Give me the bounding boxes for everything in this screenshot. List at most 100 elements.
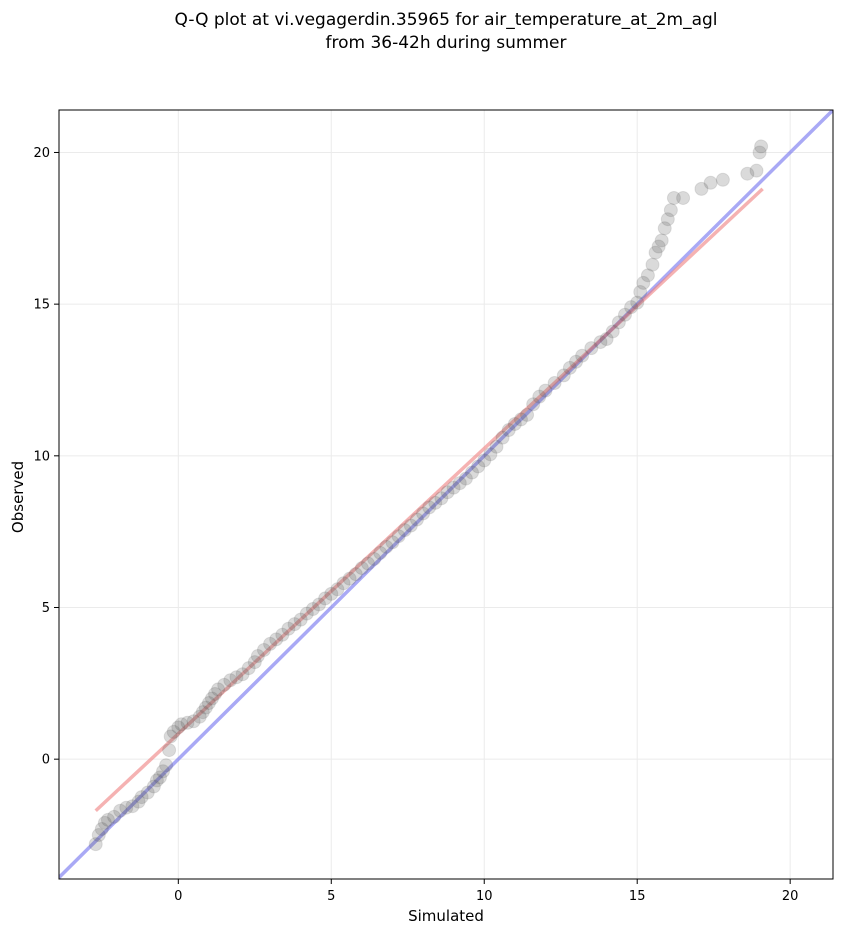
quantile-point bbox=[501, 423, 516, 438]
quantile-point bbox=[263, 636, 278, 651]
quantile-point bbox=[174, 717, 189, 732]
quantile-point bbox=[532, 389, 547, 404]
quantile-point bbox=[446, 480, 461, 495]
y-tick-label-0: 0 bbox=[42, 753, 50, 768]
quantile-point bbox=[452, 476, 467, 491]
quantile-point bbox=[113, 803, 128, 818]
quantile-point bbox=[269, 632, 284, 647]
plot-frame bbox=[58, 109, 834, 880]
quantile-point bbox=[547, 376, 562, 391]
quantile-point bbox=[152, 770, 167, 785]
y-axis-label: Observed bbox=[9, 461, 27, 533]
quantile-point bbox=[156, 764, 171, 779]
quantile-points bbox=[88, 139, 769, 852]
y-tick-label-3: 15 bbox=[33, 298, 50, 313]
quantile-point bbox=[100, 812, 115, 827]
quantile-point bbox=[125, 799, 140, 814]
quantile-point bbox=[740, 166, 755, 181]
quantile-point bbox=[694, 181, 709, 196]
x-tick-label-4: 20 bbox=[782, 889, 799, 904]
y-axis-ticks: 0 5 10 15 20 bbox=[33, 146, 59, 768]
quantile-point bbox=[633, 285, 648, 300]
quantile-point bbox=[208, 686, 223, 701]
grid-lines bbox=[59, 110, 833, 879]
reference-lines bbox=[59, 110, 833, 879]
quantile-point bbox=[526, 397, 541, 412]
quantile-point bbox=[211, 682, 226, 697]
identity-line bbox=[59, 110, 833, 879]
quantile-point bbox=[336, 576, 351, 591]
quantile-point bbox=[204, 691, 219, 706]
quantile-point bbox=[342, 571, 357, 586]
quantile-point bbox=[645, 257, 660, 272]
quantile-point bbox=[247, 655, 262, 670]
quantile-point bbox=[354, 561, 369, 576]
quantile-point bbox=[287, 617, 302, 632]
quantile-point bbox=[140, 785, 155, 800]
quantile-point bbox=[465, 465, 480, 480]
quantile-point bbox=[88, 837, 103, 852]
quantile-point bbox=[520, 407, 535, 422]
quantile-point bbox=[241, 661, 256, 676]
quantile-point bbox=[507, 416, 522, 431]
quantile-point bbox=[428, 495, 443, 510]
quantile-point bbox=[91, 828, 106, 843]
quantile-point bbox=[752, 145, 767, 160]
quantile-point bbox=[367, 551, 382, 566]
quantile-point bbox=[379, 539, 394, 554]
quantile-point bbox=[569, 354, 584, 369]
quantile-point bbox=[409, 512, 424, 527]
quantile-point bbox=[250, 649, 265, 664]
quantile-point bbox=[94, 821, 109, 836]
y-tick-label-2: 10 bbox=[33, 449, 50, 464]
x-axis-label: Simulated bbox=[408, 907, 484, 925]
quantile-point bbox=[385, 535, 400, 550]
quantile-point bbox=[97, 815, 112, 830]
quantile-point bbox=[281, 621, 296, 636]
quantile-point bbox=[636, 275, 651, 290]
quantile-point bbox=[562, 360, 577, 375]
x-axis-ticks: 0 5 10 15 20 bbox=[174, 879, 798, 904]
quantile-point bbox=[186, 714, 201, 729]
quantile-point bbox=[256, 642, 271, 657]
quantile-point bbox=[513, 412, 528, 427]
quantile-point bbox=[324, 586, 339, 601]
quantile-point bbox=[348, 567, 363, 582]
quantile-point bbox=[648, 245, 663, 260]
quantile-point bbox=[171, 720, 186, 735]
quantile-point bbox=[434, 491, 449, 506]
quantile-point bbox=[538, 383, 553, 398]
x-tick-label-0: 0 bbox=[174, 889, 182, 904]
chart-title-line-2: from 36-42h during summer bbox=[326, 33, 567, 53]
quantile-point bbox=[146, 779, 161, 794]
quantile-point bbox=[630, 295, 645, 310]
quantile-point bbox=[703, 175, 718, 190]
quantile-point bbox=[305, 602, 320, 617]
quantile-point bbox=[605, 324, 620, 339]
quantile-point bbox=[575, 348, 590, 363]
y-tick-label-1: 5 bbox=[42, 601, 50, 616]
quantile-point bbox=[166, 724, 181, 739]
y-tick-label-4: 20 bbox=[33, 146, 50, 161]
quantile-point bbox=[134, 790, 149, 805]
fit-line bbox=[94, 187, 764, 813]
quantile-point bbox=[657, 221, 672, 236]
quantile-point bbox=[749, 163, 764, 178]
quantile-point bbox=[654, 233, 669, 248]
x-tick-label-3: 15 bbox=[629, 889, 646, 904]
quantile-point bbox=[229, 670, 244, 685]
quantile-point bbox=[223, 673, 238, 688]
quantile-point bbox=[556, 368, 571, 383]
quantile-point bbox=[403, 518, 418, 533]
quantile-point bbox=[640, 268, 655, 283]
quantile-point bbox=[119, 800, 134, 815]
quantile-point bbox=[458, 471, 473, 486]
quantile-point bbox=[416, 506, 431, 521]
quantile-point bbox=[131, 794, 146, 809]
quantile-point bbox=[422, 500, 437, 515]
quantile-point bbox=[235, 667, 250, 682]
quantile-point bbox=[275, 627, 290, 642]
quantile-point bbox=[192, 709, 207, 724]
quantile-point bbox=[299, 606, 314, 621]
